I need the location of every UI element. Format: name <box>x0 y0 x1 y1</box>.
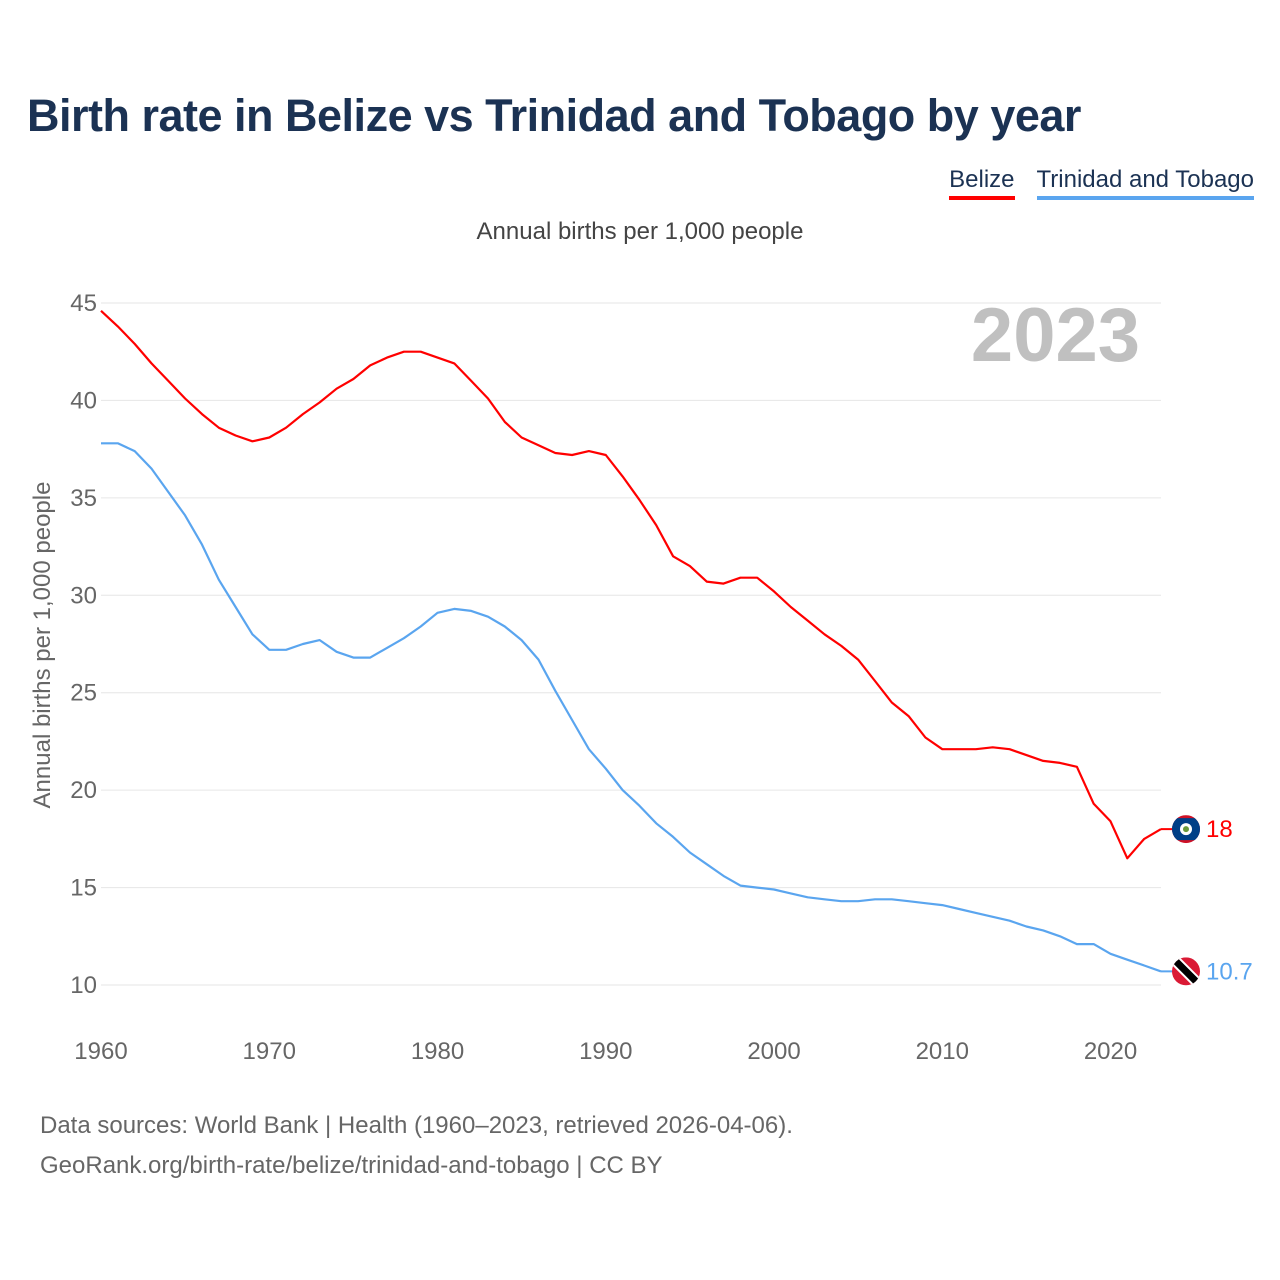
y-tick-label: 15 <box>70 875 97 902</box>
y-tick-label: 10 <box>70 972 97 999</box>
y-tick-label: 20 <box>70 777 97 804</box>
x-tick-label: 1990 <box>579 1038 632 1065</box>
series-line-trinidad <box>101 442 1162 973</box>
end-value-label: 10.7 <box>1206 958 1253 985</box>
trinidad-flag-icon <box>1172 957 1200 986</box>
x-tick-label: 1980 <box>411 1038 464 1065</box>
y-tick-label: 35 <box>70 485 97 512</box>
legend-trinidad[interactable]: Trinidad and Tobago <box>1036 166 1254 200</box>
source-link[interactable]: GeoRank.org/birth-rate/belize/trinidad-a… <box>40 1152 663 1179</box>
y-tick-label: 40 <box>70 387 97 414</box>
chart-subtitle: Annual births per 1,000 people <box>476 218 804 245</box>
year-label: 2023 <box>971 293 1140 378</box>
data-source: Data sources: World Bank | Health (1960–… <box>40 1112 793 1139</box>
y-tick-label: 30 <box>70 582 97 609</box>
x-tick-label: 2010 <box>916 1038 969 1065</box>
belize-flag-icon <box>1172 815 1200 844</box>
legend: Belize Trinidad and Tobago <box>949 166 1254 200</box>
y-axis-label: Annual births per 1,000 people <box>29 482 56 809</box>
y-tick-label: 25 <box>70 680 97 707</box>
series-line-belize <box>100 309 1162 860</box>
legend-belize[interactable]: Belize <box>949 166 1015 200</box>
x-tick-label: 1960 <box>74 1038 127 1065</box>
x-tick-label: 1970 <box>243 1038 296 1065</box>
chart-title: Birth rate in Belize vs Trinidad and Tob… <box>27 90 1081 141</box>
end-value-label: 18 <box>1206 816 1233 843</box>
footer: Data sources: World Bank | Health (1960–… <box>40 1106 793 1186</box>
y-tick-label: 45 <box>70 290 97 317</box>
x-tick-label: 2020 <box>1084 1038 1137 1065</box>
x-tick-label: 2000 <box>747 1038 800 1065</box>
